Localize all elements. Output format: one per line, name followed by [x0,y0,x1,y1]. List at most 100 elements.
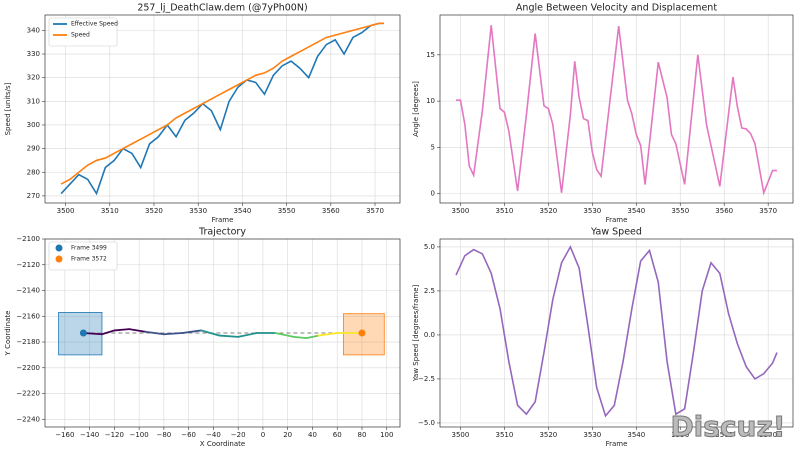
y-tick-label: 320 [27,74,40,82]
y-tick-label: −2120 [16,261,40,269]
chart-title: 257_lj_DeathClaw.dem (@7yPh00N) [137,3,307,14]
trajectory-segment [200,329,221,337]
y-tick-label: −2200 [16,364,40,372]
x-tick-label: 3530 [583,431,601,439]
chart-title: Angle Between Velocity and Displacement [516,3,717,14]
x-tick-label: 3520 [539,431,557,439]
x-tick-label: 3570 [366,207,384,215]
trajectory-segment [317,332,339,337]
x-tick-label: −140 [80,431,99,439]
trajectory-segment [274,332,295,338]
legend-swatch [55,244,63,252]
y-tick-label: −5.0 [418,419,435,427]
x-tick-label: −40 [206,431,221,439]
y-tick-label: 300 [27,121,40,129]
trajectory-segment [237,332,258,338]
legend-label: Frame 3572 [71,256,107,263]
x-tick-label: 3500 [452,431,470,439]
y-tick-label: 0.0 [424,331,435,339]
trajectory-segment [305,334,320,340]
y-tick-label: −2.5 [418,375,435,383]
x-tick-label: 40 [308,431,317,439]
trajectory-segment [292,335,308,340]
plot-frame [439,238,794,428]
y-tick-label: 0 [431,190,435,198]
x-tick-label: 3570 [759,431,777,439]
x-tick-label: 60 [333,431,342,439]
x-tick-label: 3550 [671,431,689,439]
x-tick-label: 3520 [539,207,557,215]
x-tick-label: 3570 [759,207,777,215]
chart-title: Trajectory [198,227,246,238]
x-tick-label: 3510 [101,207,119,215]
plot-frame [44,238,401,428]
chart-title: Yaw Speed [590,227,642,238]
legend-box [48,241,118,271]
y-axis-label: Y Coordinate [4,311,12,357]
series-line [60,22,384,196]
trajectory-segment [101,329,116,336]
series-line [456,25,777,196]
x-tick-label: 3500 [452,207,470,215]
trajectory-segment [181,329,202,334]
legend-label: Effective Speed [71,21,118,28]
x-tick-label: 3500 [57,207,75,215]
point [79,329,87,337]
trajectory-segment [113,328,131,332]
y-tick-label: 270 [27,192,40,200]
y-tick-label: −2140 [16,287,40,295]
legend-label: Frame 3499 [71,245,107,252]
x-tick-label: 100 [380,431,393,439]
y-tick-label: 15 [426,51,435,59]
x-tick-label: 3550 [278,207,296,215]
y-axis-label: Angle [degrees] [412,81,420,137]
point [358,329,366,337]
x-tick-label: 3510 [495,431,513,439]
x-tick-label: 20 [283,431,292,439]
x-tick-label: 3540 [233,207,251,215]
y-tick-label: 310 [27,97,40,105]
x-axis-label: Frame [606,440,628,448]
series-line [60,22,384,185]
x-tick-label: 80 [358,431,367,439]
x-tick-label: 3510 [495,207,513,215]
x-tick-label: 3560 [715,431,733,439]
plot-frame [44,14,401,204]
x-tick-label: −20 [231,431,246,439]
y-tick-label: −2100 [16,235,40,243]
trajectory-segment [218,334,240,338]
x-axis-label: Frame [606,216,628,224]
legend-label: Speed [71,32,90,39]
x-tick-label: −120 [105,431,124,439]
x-tick-label: 3560 [715,207,733,215]
x-tick-label: 0 [261,431,265,439]
x-tick-label: −160 [55,431,74,439]
x-tick-label: 3540 [627,207,645,215]
trajectory-segment [162,332,184,336]
y-axis-label: Yaw Speed [degrees/frame] [412,284,420,382]
x-tick-label: 3530 [189,207,207,215]
trajectory-segment [128,328,147,333]
x-tick-label: 3550 [671,207,689,215]
series-line [455,245,778,418]
y-tick-label: −2160 [16,312,40,320]
plot-area [440,239,793,427]
x-tick-label: −60 [181,431,196,439]
x-tick-label: −80 [156,431,171,439]
x-tick-label: 3560 [322,207,340,215]
watermark: Discuz! [670,410,785,443]
legend-swatch [55,255,63,263]
x-tick-label: 3540 [627,431,645,439]
y-tick-label: 340 [27,26,40,34]
y-tick-label: 5 [431,143,435,151]
y-tick-label: 2.5 [424,287,435,295]
x-axis-label: X Coordinate [200,440,245,448]
x-tick-label: 3530 [583,207,601,215]
y-tick-label: −2220 [16,390,40,398]
x-axis-label: Frame [212,216,234,224]
y-axis-label: Speed [units/s] [4,82,12,135]
y-tick-label: 290 [27,145,40,153]
y-tick-label: 5.0 [424,243,435,251]
y-tick-label: 10 [426,97,435,105]
